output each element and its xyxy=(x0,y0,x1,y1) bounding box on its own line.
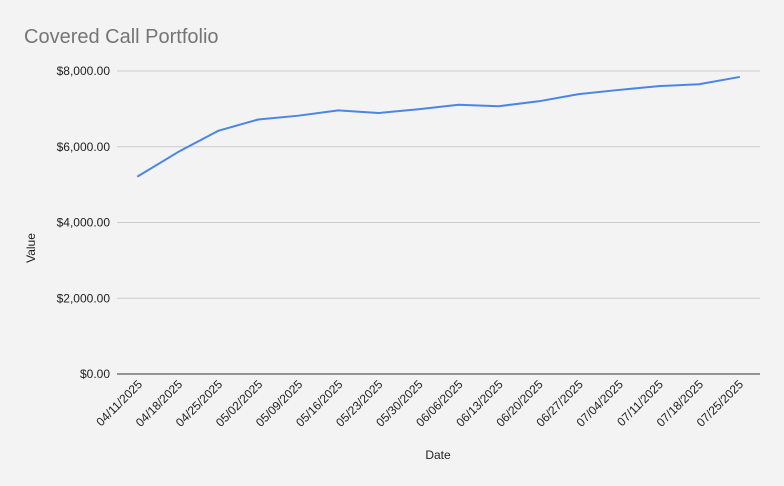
data-point xyxy=(216,129,220,133)
data-point xyxy=(497,104,501,108)
x-axis-title: Date xyxy=(425,448,451,462)
data-point xyxy=(256,117,260,121)
chart-title: Covered Call Portfolio xyxy=(24,26,219,48)
y-tick-label: $2,000.00 xyxy=(57,291,111,305)
y-axis-title: Value xyxy=(24,233,38,263)
data-point xyxy=(136,174,140,178)
data-point xyxy=(657,84,661,88)
data-point xyxy=(617,88,621,92)
data-point xyxy=(296,114,300,118)
data-point xyxy=(457,103,461,107)
gridlines xyxy=(117,70,760,375)
y-axis-ticks: $0.00 $2,000.00 $4,000.00 $6,000.00 $8,000.0… xyxy=(57,64,111,381)
data-point xyxy=(737,75,741,79)
data-point xyxy=(537,99,541,103)
y-tick-label: $8,000.00 xyxy=(57,64,111,78)
y-tick-label: $6,000.00 xyxy=(57,140,111,154)
data-point xyxy=(416,107,420,111)
y-tick-label: $4,000.00 xyxy=(57,216,111,230)
data-point xyxy=(336,108,340,112)
series-line xyxy=(137,76,740,178)
data-point xyxy=(176,150,180,154)
data-point xyxy=(697,82,701,86)
data-point xyxy=(376,111,380,115)
series-layer xyxy=(136,75,741,178)
data-point xyxy=(577,92,581,96)
y-tick-label: $0.00 xyxy=(80,367,110,381)
